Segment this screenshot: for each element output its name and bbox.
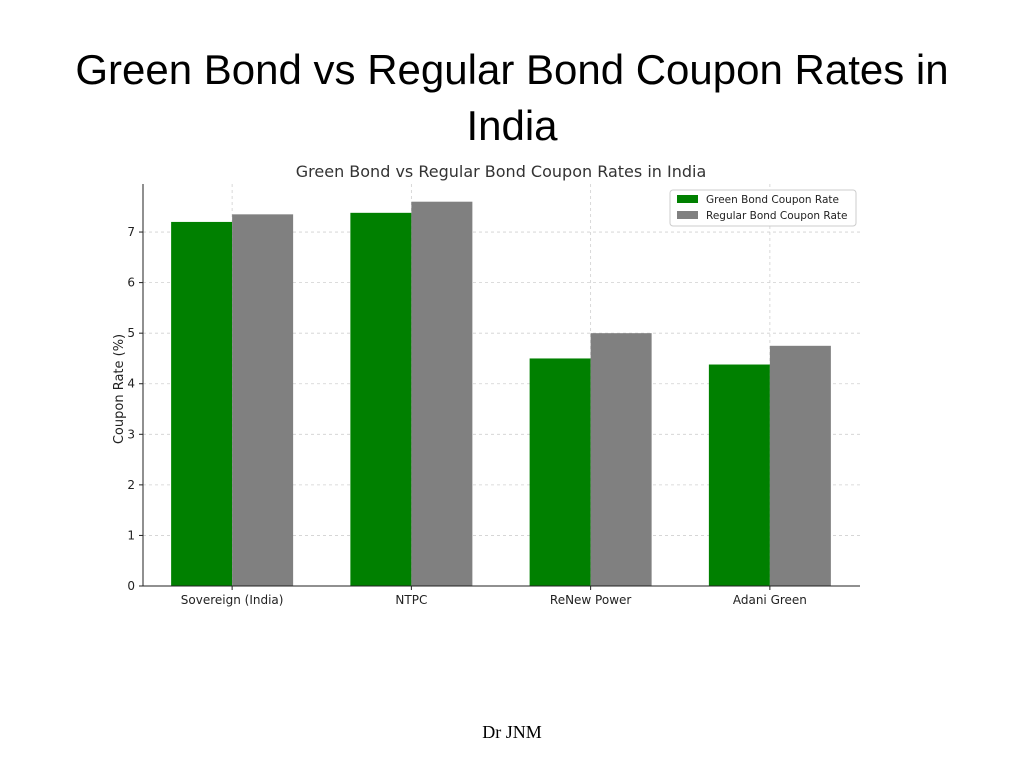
y-tick-label: 2 — [127, 478, 135, 492]
x-ticks: Sovereign (India) NTPC ReNew Power Adani Gr… — [181, 586, 807, 607]
bar-regular — [590, 333, 652, 586]
y-ticks: 0 1 2 3 4 5 6 7 — [127, 225, 143, 593]
slide-title: Green Bond vs Regular Bond Coupon Rates … — [75, 46, 949, 149]
y-tick-label: 3 — [127, 427, 135, 441]
chart-title: Green Bond vs Regular Bond Coupon Rates … — [296, 162, 707, 181]
legend-swatch — [677, 195, 698, 203]
y-tick-label: 5 — [127, 326, 135, 340]
bar-green — [350, 212, 412, 587]
y-tick-label: 4 — [127, 377, 135, 391]
x-tick-label: ReNew Power — [550, 593, 632, 607]
y-tick-label: 6 — [127, 276, 135, 290]
y-axis-label: Coupon Rate (%) — [112, 334, 127, 444]
bar-chart: Green Bond vs Regular Bond Coupon Rates … — [0, 150, 1024, 620]
bar-regular — [769, 345, 831, 586]
legend-box — [669, 189, 857, 227]
x-tick-label: Adani Green — [733, 593, 807, 607]
legend: Green Bond Coupon Rate Regular Bond Coupo… — [669, 189, 857, 227]
legend-swatch — [677, 211, 698, 219]
y-tick-label: 1 — [127, 528, 135, 542]
legend-label: Regular Bond Coupon Rate — [706, 210, 847, 222]
bar-regular — [411, 201, 473, 586]
bar-green — [708, 364, 770, 586]
bar-regular — [232, 214, 294, 586]
legend-label: Green Bond Coupon Rate — [706, 194, 839, 206]
y-tick-label: 7 — [127, 225, 135, 239]
y-tick-label: 0 — [127, 579, 135, 593]
footer-author: Dr JNM — [482, 722, 542, 742]
bar-green — [171, 221, 233, 586]
bar-green — [529, 358, 591, 586]
bars — [171, 201, 831, 587]
x-tick-label: NTPC — [395, 593, 427, 607]
x-tick-label: Sovereign (India) — [181, 593, 284, 607]
chart-svg: Green Bond vs Regular Bond Coupon Rates … — [112, 162, 860, 607]
